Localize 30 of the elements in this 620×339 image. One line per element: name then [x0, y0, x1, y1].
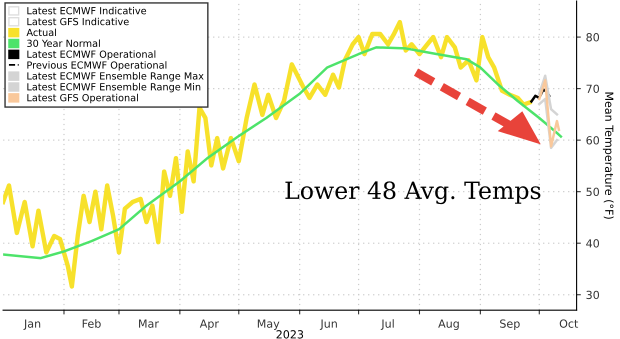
legend-label: Latest ECMWF Ensemble Range Max [27, 72, 204, 82]
y-tick-label: 40 [586, 239, 600, 248]
x-tick-label: Jan [23, 320, 40, 330]
legend-label: Previous ECMWF Operational [27, 61, 166, 71]
y-axis-title: Mean Temperature (°F) [602, 92, 614, 219]
x-tick-label: Aug [438, 320, 459, 330]
y-tick-label: 30 [586, 290, 600, 300]
y-tick-label: 80 [586, 33, 600, 42]
x-tick-label: Sep [500, 319, 520, 330]
line-series [538, 79, 560, 148]
x-tick-label: Mar [139, 320, 159, 328]
legend-label: Latest GFS Operational [27, 94, 138, 104]
y-tick-label: 70 [586, 84, 600, 93]
x-tick-label: Oct [560, 319, 578, 328]
x-tick-label: Apr [200, 320, 219, 330]
legend-label: Latest ECMWF Ensemble Range Min [27, 82, 200, 92]
legend-label: 30 Year Normal [27, 39, 100, 47]
legend-label: Actual [26, 28, 56, 36]
legend-label: Latest ECMWF Operational [27, 50, 156, 60]
line-series [3, 46, 562, 260]
x-tick-label: Feb [82, 319, 101, 328]
annotation: Lower 48 Avg. Temps [285, 181, 540, 204]
x-tick-label: May [258, 320, 280, 330]
x-tick-label: Jun [320, 320, 337, 330]
y-tick-label: 60 [586, 136, 600, 145]
x-tick-label: Jul [380, 319, 394, 330]
legend-label: Latest ECMWF Indicative [27, 6, 146, 14]
x-axis-title: 2023 [276, 330, 304, 339]
legend-label: Latest GFS Indicative [27, 18, 129, 26]
y-tick-label: 50 [586, 188, 600, 196]
